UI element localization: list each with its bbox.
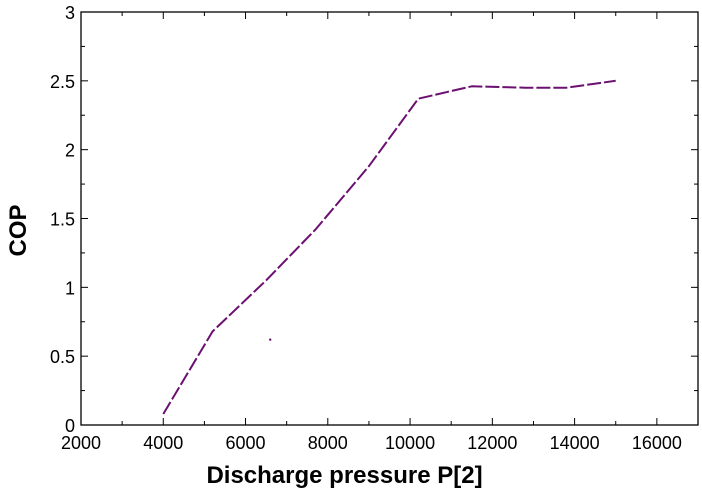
y-tick-label: 1.5: [50, 210, 75, 230]
x-axis-label: Discharge pressure P[2]: [206, 462, 482, 488]
y-axis-label: COP: [5, 204, 32, 256]
series-line: [162, 79, 616, 415]
major-ticks: [80, 11, 698, 426]
x-tick-label: 12000: [467, 433, 517, 453]
y-tick-label: 2: [65, 141, 75, 161]
y-tick-label: 0.5: [50, 347, 75, 367]
x-tick-label: 8000: [308, 433, 348, 453]
marker-layer: [269, 338, 272, 341]
data-point: [269, 338, 272, 341]
y-tick-label: 2.5: [50, 72, 75, 92]
series-layer: [162, 79, 616, 415]
y-tick-label: 0: [65, 416, 75, 436]
x-tick-labels: 2000 4000 6000 8000 10000 12000 14000 16000: [61, 433, 682, 453]
y-tick-labels: 0 0.5 1 1.5 2 2.5 3: [50, 3, 75, 436]
y-tick-label: 1: [65, 278, 75, 298]
x-tick-label: 2000: [61, 433, 101, 453]
x-tick-label: 6000: [226, 433, 266, 453]
plot-frame: [80, 11, 699, 426]
x-tick-label: 10000: [385, 433, 435, 453]
x-tick-label: 4000: [143, 433, 183, 453]
x-tick-label: 14000: [550, 433, 600, 453]
y-tick-label: 3: [65, 3, 75, 23]
x-tick-label: 16000: [632, 433, 682, 453]
minor-ticks: [81, 12, 698, 425]
